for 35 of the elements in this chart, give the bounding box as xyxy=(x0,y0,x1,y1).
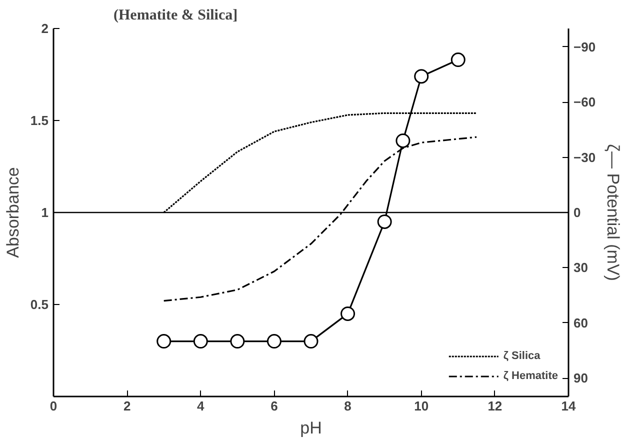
y2-tick-label: 90 xyxy=(574,370,588,386)
x-tick-label: 14 xyxy=(561,398,576,414)
point xyxy=(266,334,282,349)
y-tick-label: 2 xyxy=(41,21,49,36)
point xyxy=(450,52,466,68)
x-tick-label: 12 xyxy=(488,398,502,414)
y2-tick-label: 0 xyxy=(574,205,581,220)
y2-tick-label: 60 xyxy=(574,315,588,330)
y-axis-title: Absorbance xyxy=(3,167,22,258)
point xyxy=(340,306,356,321)
x-tick-label: 4 xyxy=(197,398,206,414)
y2-tick-label: −60 xyxy=(574,94,596,110)
y-tick-label: 0.5 xyxy=(30,297,49,312)
legend-label: ζ Hematite xyxy=(503,370,558,382)
point xyxy=(304,334,318,349)
point xyxy=(230,334,245,349)
x-tick-label: 6 xyxy=(270,398,278,414)
legend-label: ζ Silica xyxy=(503,350,540,362)
y2-axis-title: ζ— Potential (mV) xyxy=(604,144,623,281)
point xyxy=(414,69,429,84)
chart-title: (Hematite & Silica] xyxy=(114,8,238,24)
y-tick-label: 1.5 xyxy=(30,113,49,128)
y2-tick-label: 30 xyxy=(574,260,588,276)
x-tick-label: 8 xyxy=(344,398,352,414)
point xyxy=(156,334,172,349)
y2-tick-label: −90 xyxy=(574,39,596,54)
y-tick-label: 1 xyxy=(41,205,49,220)
point xyxy=(193,334,208,349)
x-axis-title: pH xyxy=(300,418,322,438)
x-tick-label: 10 xyxy=(414,398,429,414)
x-tick-label: 2 xyxy=(123,398,131,414)
point xyxy=(396,134,410,148)
x-tick-label: 0 xyxy=(50,398,58,414)
y2-tick-label: −30 xyxy=(574,150,596,165)
point xyxy=(377,214,392,229)
